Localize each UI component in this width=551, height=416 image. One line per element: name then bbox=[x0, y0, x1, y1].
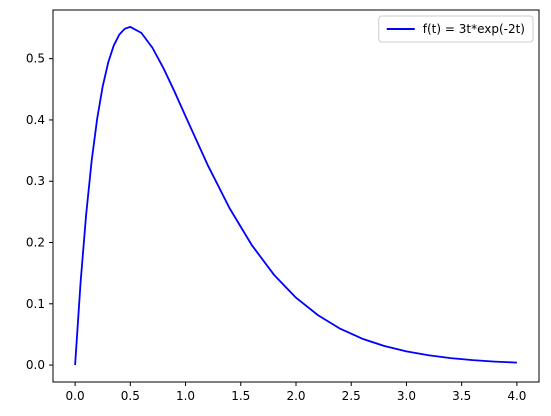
y-tick-label: 0.0 bbox=[26, 358, 45, 372]
plot-area bbox=[53, 10, 539, 382]
y-tick-label: 0.3 bbox=[26, 174, 45, 188]
x-tick-label: 4.0 bbox=[507, 389, 526, 403]
y-tick-label: 0.1 bbox=[26, 297, 45, 311]
series-layer bbox=[74, 26, 517, 366]
x-axis: 0.0 0.5 1.0 1.5 2.0 2.5 3.0 3.5 4.0 bbox=[66, 382, 526, 403]
x-tick-label: 3.5 bbox=[452, 389, 471, 403]
x-tick-label: 0.0 bbox=[66, 389, 85, 403]
x-tick-label: 1.0 bbox=[176, 389, 195, 403]
x-tick-label: 2.5 bbox=[342, 389, 361, 403]
legend: f(t) = 3t*exp(-2t) bbox=[378, 15, 534, 43]
y-axis: 0.0 0.1 0.2 0.3 0.4 0.5 bbox=[26, 52, 53, 372]
x-tick-label: 3.0 bbox=[397, 389, 416, 403]
y-tick-label: 0.4 bbox=[26, 113, 45, 127]
y-tick-label: 0.5 bbox=[26, 52, 45, 66]
legend-label: f(t) = 3t*exp(-2t) bbox=[423, 22, 525, 36]
x-tick-label: 1.5 bbox=[231, 389, 250, 403]
x-tick-label: 0.5 bbox=[121, 389, 140, 403]
series-line bbox=[74, 26, 517, 366]
y-tick-label: 0.2 bbox=[26, 236, 45, 250]
legend-box bbox=[378, 15, 534, 43]
x-tick-label: 2.0 bbox=[286, 389, 305, 403]
